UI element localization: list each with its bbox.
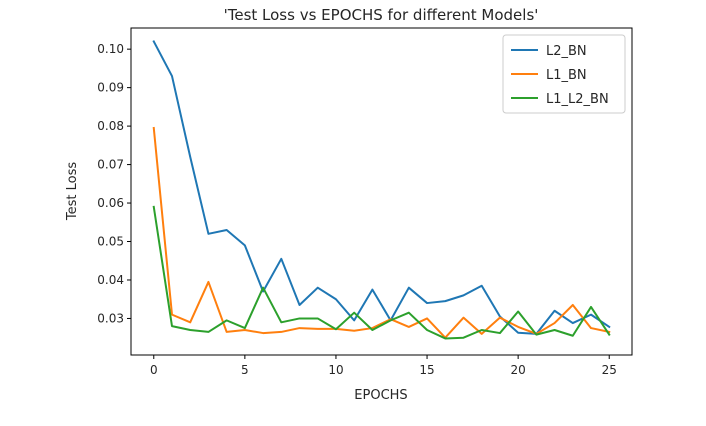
y-tick-label: 0.08 (97, 119, 124, 133)
x-tick-label: 20 (510, 363, 525, 377)
y-tick-label: 0.03 (97, 311, 124, 325)
x-axis-label: EPOCHS (354, 388, 407, 403)
legend: L2_BN L1_BN L1_L2_BN (502, 34, 626, 114)
y-axis-label: Test Loss (65, 162, 80, 221)
plot-frame (130, 27, 633, 356)
x-tick-label: 5 (241, 363, 249, 377)
y-tick-label: 0.07 (97, 158, 124, 172)
x-axis: 0 5 10 15 20 25 (150, 355, 617, 377)
legend-label-l1-l2-bn: L1_L2_BN (546, 92, 609, 107)
legend-box (502, 34, 626, 114)
y-tick-label: 0.10 (97, 42, 124, 56)
x-tick-label: 15 (419, 363, 434, 377)
x-tick-label: 25 (602, 363, 617, 377)
series-layer (152, 40, 611, 340)
chart-title: 'Test Loss vs EPOCHS for different Model… (224, 6, 539, 24)
x-tick-label: 0 (150, 363, 158, 377)
y-tick-label: 0.05 (97, 235, 124, 249)
y-tick-label: 0.06 (97, 196, 124, 210)
x-tick-label: 10 (328, 363, 343, 377)
y-tick-label: 0.04 (97, 273, 124, 287)
legend-label-l2-bn: L2_BN (546, 44, 587, 59)
series-line-l1-bn (152, 126, 611, 339)
y-tick-label: 0.09 (97, 81, 124, 95)
y-axis: 0.03 0.04 0.05 0.06 0.07 0.08 0.09 0.10 (97, 42, 131, 325)
series-line-l1-l2-bn (152, 205, 611, 340)
legend-label-l1-bn: L1_BN (546, 68, 587, 83)
